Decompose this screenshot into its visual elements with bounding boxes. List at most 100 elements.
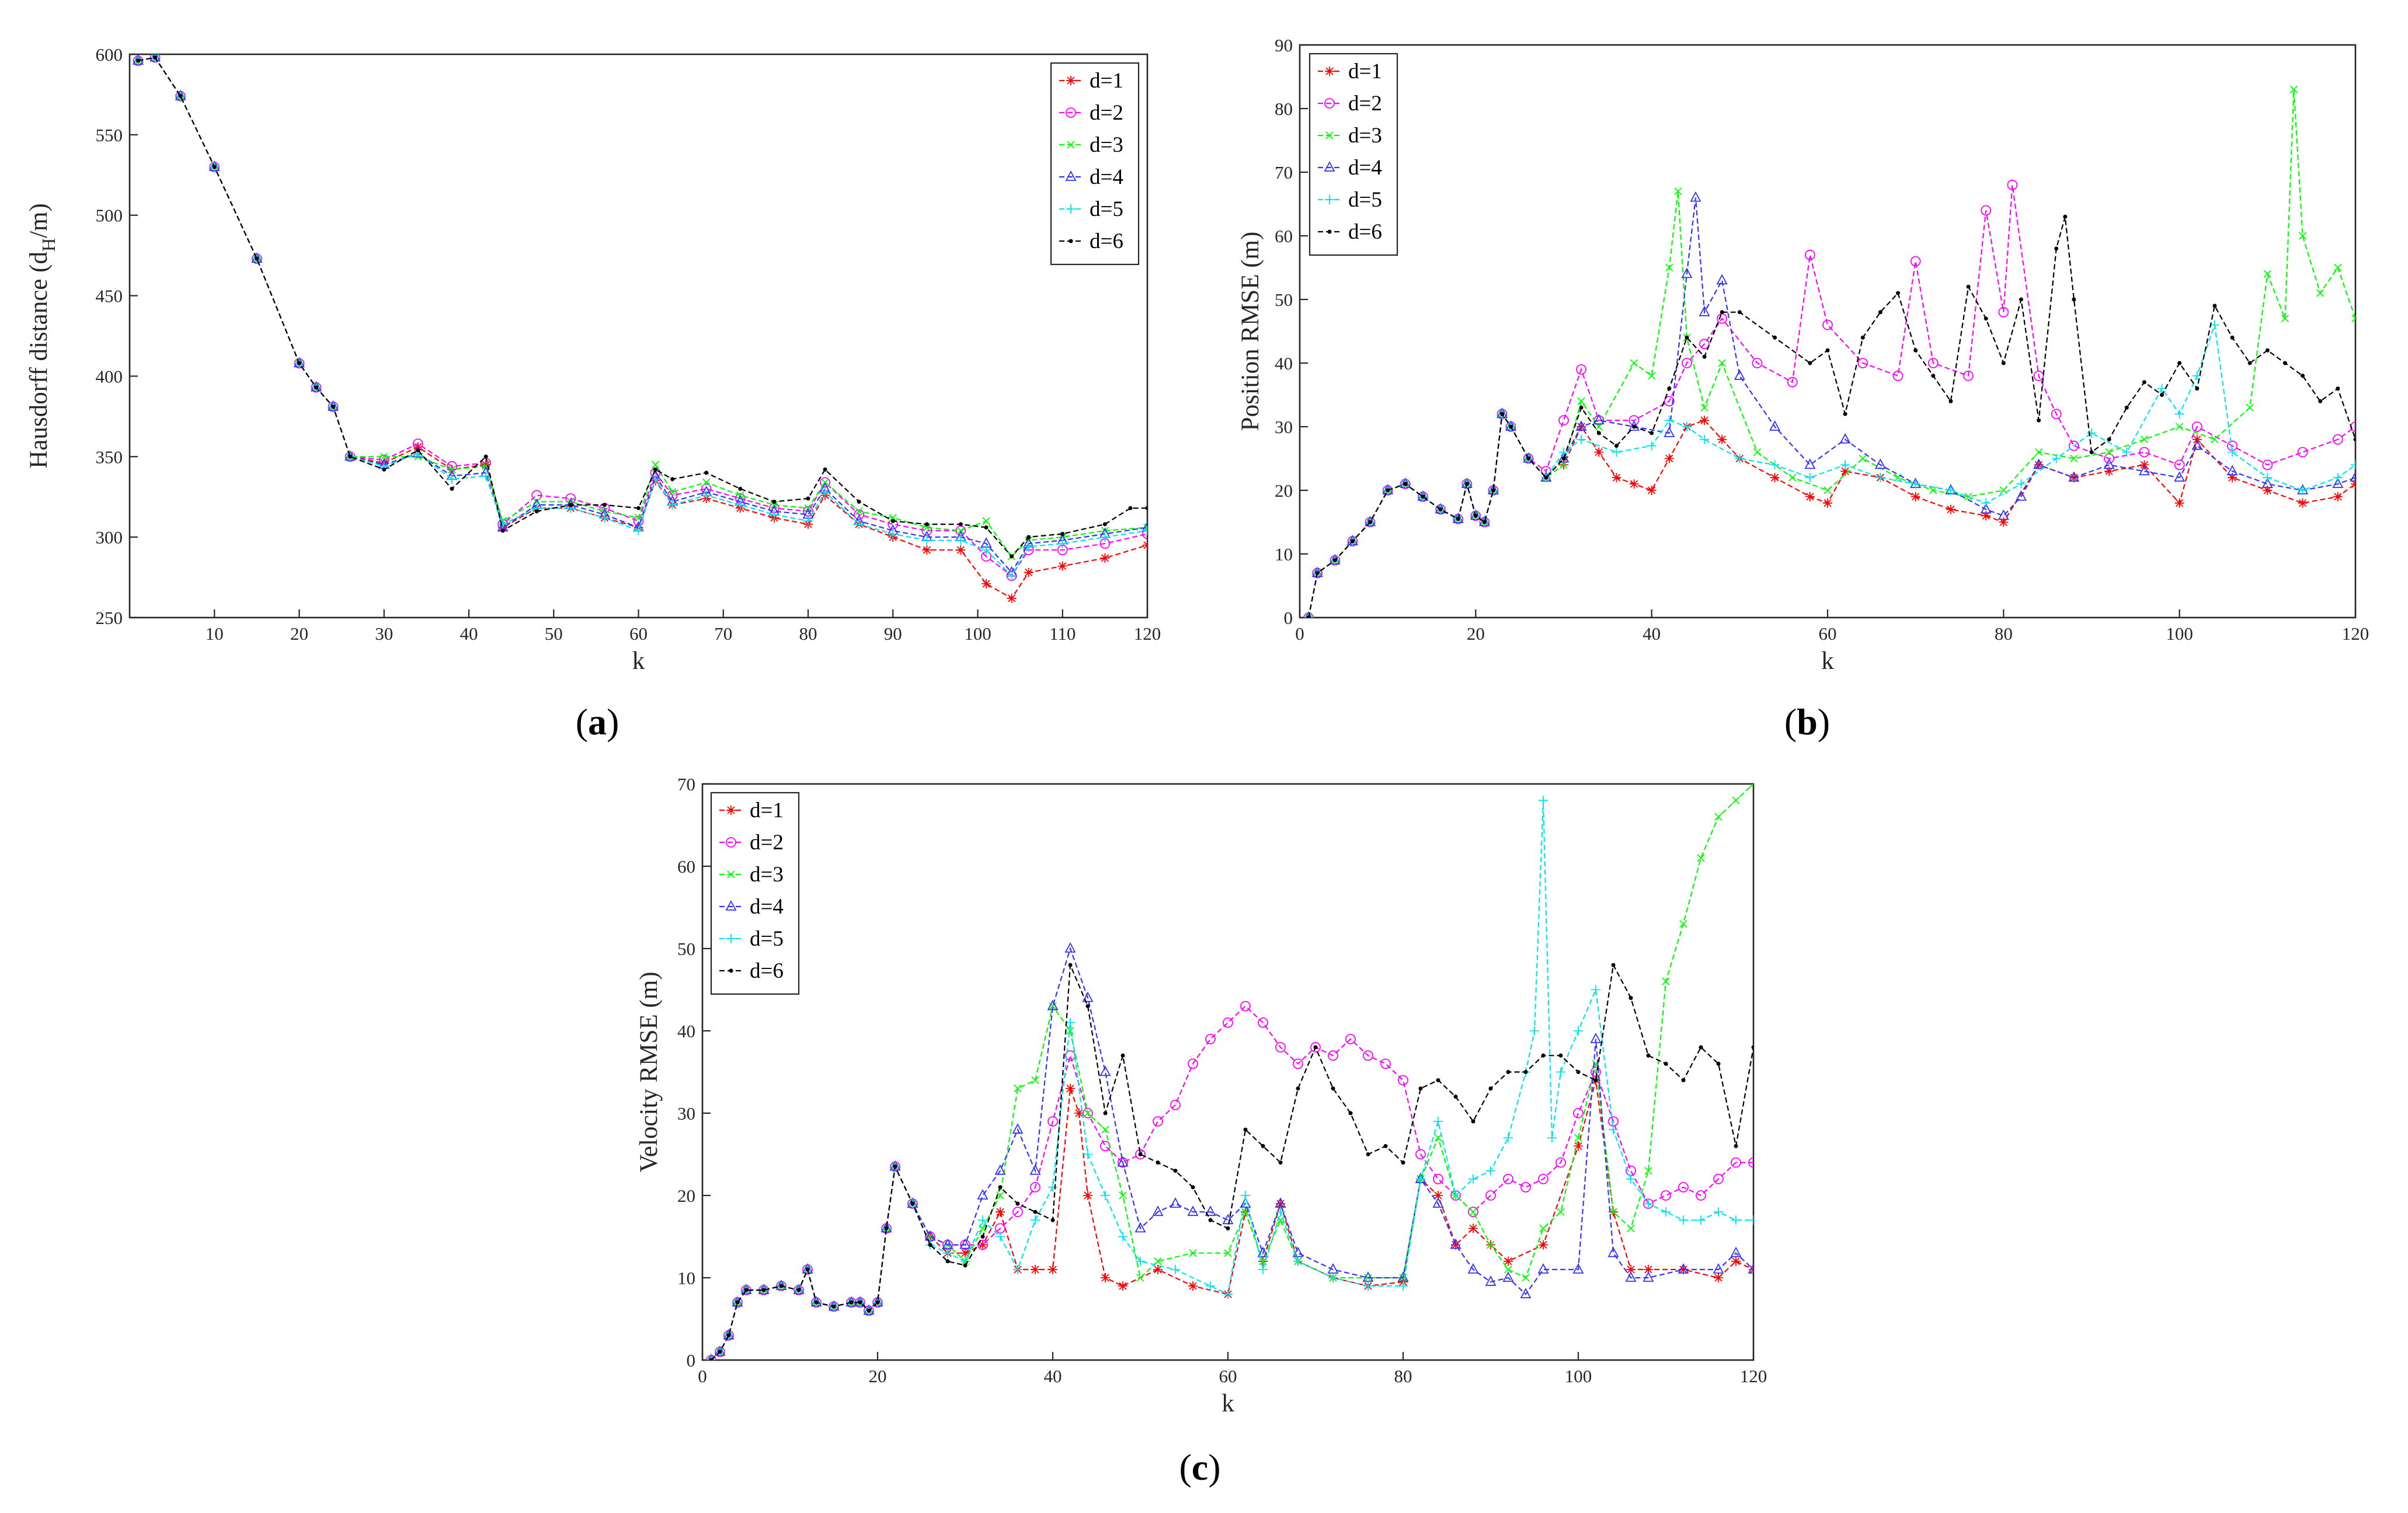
legend-label: d=1 xyxy=(1348,60,1382,83)
data-point xyxy=(1136,1256,1145,1266)
data-point xyxy=(447,474,457,484)
caption-close-paren: ) xyxy=(607,701,619,742)
data-point xyxy=(380,452,388,461)
series-line xyxy=(138,57,1147,557)
data-point xyxy=(1644,1167,1652,1175)
data-point xyxy=(2333,491,2343,501)
data-point xyxy=(2070,454,2078,463)
data-point xyxy=(1966,284,1971,289)
data-point xyxy=(1626,1174,1636,1184)
y-tick-label: 30 xyxy=(1275,417,1293,437)
data-point xyxy=(1010,554,1014,559)
data-point xyxy=(1717,434,1727,444)
data-point xyxy=(1843,412,1847,416)
data-point xyxy=(1504,1256,1513,1266)
legend-swatch-marker xyxy=(726,806,736,815)
data-point xyxy=(942,1238,954,1249)
data-point xyxy=(796,1288,801,1292)
data-point xyxy=(1468,1207,1478,1218)
data-point xyxy=(1491,488,1495,493)
data-point xyxy=(1380,1058,1391,1069)
data-point xyxy=(2174,498,2184,508)
series-d-3 xyxy=(1304,85,2355,618)
legend-label: d=2 xyxy=(1348,92,1382,116)
data-point xyxy=(1678,1263,1689,1274)
data-point xyxy=(1350,539,1355,543)
data-point xyxy=(1749,784,1753,788)
data-point xyxy=(1048,1264,1057,1274)
y-tick-label: 600 xyxy=(96,44,123,65)
data-point xyxy=(1878,310,1882,315)
series-d-4 xyxy=(133,54,1147,577)
data-point xyxy=(1101,1273,1110,1282)
data-point xyxy=(1674,187,1682,196)
data-point xyxy=(1100,553,1110,563)
data-point xyxy=(1612,473,1621,483)
data-point xyxy=(1064,942,1076,953)
data-point xyxy=(994,1164,1006,1175)
data-point xyxy=(1558,415,1569,426)
y-tick-label: 80 xyxy=(1275,99,1293,119)
data-point xyxy=(481,460,491,470)
chart-panel-a: 10 20 30 40 50 60 70 80 90 100 110 120 250 300 350 400 4… xyxy=(25,44,1161,742)
data-point xyxy=(1240,1000,1251,1012)
data-point xyxy=(1697,854,1705,862)
data-point xyxy=(1611,963,1616,967)
data-point xyxy=(867,1308,871,1313)
legend-label: d=1 xyxy=(1090,69,1123,93)
data-point xyxy=(1716,1061,1721,1066)
data-point xyxy=(858,1300,862,1305)
data-point xyxy=(1024,542,1034,552)
data-point xyxy=(1628,420,1640,431)
data-point xyxy=(854,520,864,529)
data-point xyxy=(772,499,777,504)
data-point xyxy=(1839,433,1851,444)
data-point xyxy=(1305,611,1312,618)
series-line xyxy=(138,57,1147,577)
y-axis-label-subscript: H xyxy=(38,238,59,252)
data-point xyxy=(1520,1288,1532,1299)
legend: d=1 d=2 d=3 d=4 d=5 d=6 xyxy=(1050,62,1140,266)
data-point xyxy=(1066,1083,1075,1093)
data-point xyxy=(1911,479,1920,489)
data-point xyxy=(1748,1263,1753,1274)
data-point xyxy=(1310,1042,1321,1053)
data-point xyxy=(1099,1065,1111,1076)
data-point xyxy=(1456,517,1460,521)
data-point xyxy=(1432,1197,1444,1208)
data-point xyxy=(1769,420,1781,431)
data-point xyxy=(1558,1053,1563,1058)
legend-label: d=4 xyxy=(1348,156,1382,180)
data-point xyxy=(1662,977,1670,986)
y-tick-label: 300 xyxy=(96,527,123,548)
data-point xyxy=(1014,1085,1022,1093)
data-point xyxy=(1648,372,1656,380)
data-point xyxy=(636,506,641,511)
data-point xyxy=(1556,1157,1566,1168)
data-point xyxy=(1007,593,1017,603)
data-point xyxy=(2191,439,2203,450)
x-tick-label: 110 xyxy=(1049,623,1076,644)
data-point xyxy=(1632,424,1637,429)
x-tick-label: 100 xyxy=(1565,1366,1592,1386)
data-point xyxy=(2140,435,2149,444)
data-point xyxy=(1060,532,1065,536)
y-tick-label: 60 xyxy=(677,856,695,877)
data-point xyxy=(769,510,779,520)
y-axis-label: Velocity RMSE (m) xyxy=(635,972,663,1173)
data-point xyxy=(331,405,336,409)
data-point xyxy=(1665,263,1673,272)
data-point xyxy=(2051,454,2061,463)
caption-close-paren: ) xyxy=(1208,1446,1220,1488)
data-point xyxy=(1348,1111,1353,1115)
legend-swatch-marker xyxy=(1067,141,1075,149)
data-point xyxy=(1188,1058,1198,1069)
data-point xyxy=(2332,477,2344,488)
data-point xyxy=(634,526,643,536)
data-point xyxy=(707,1355,716,1360)
data-point xyxy=(2122,447,2132,457)
data-point xyxy=(1682,422,1692,431)
data-point xyxy=(2247,361,2252,365)
data-point xyxy=(998,1185,1003,1190)
data-point xyxy=(1015,1201,1020,1206)
